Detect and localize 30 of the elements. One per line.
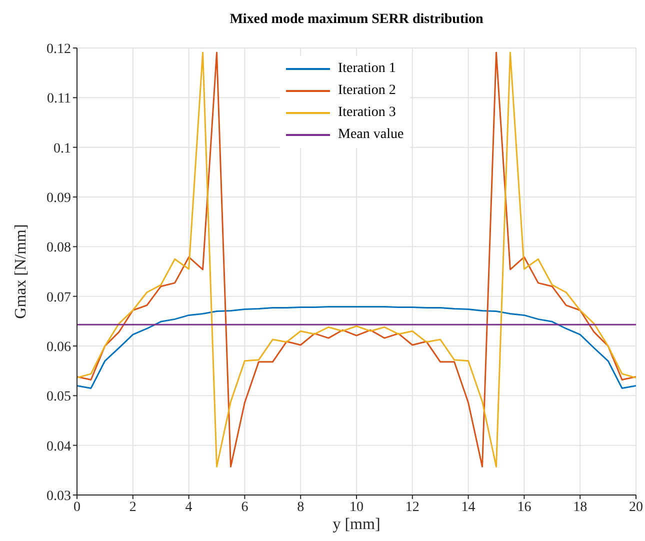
x-tick-label: 4 bbox=[185, 500, 192, 515]
y-tick-label: 0.11 bbox=[47, 92, 71, 107]
legend-label: Iteration 3 bbox=[338, 104, 396, 122]
line-series bbox=[77, 52, 636, 468]
y-tick-label: 0.06 bbox=[46, 340, 71, 355]
chart-title: Mixed mode maximum SERR distribution bbox=[228, 12, 484, 28]
legend-label: Iteration 2 bbox=[338, 82, 396, 100]
legend-label: Mean value bbox=[338, 126, 404, 144]
x-tick-label: 16 bbox=[517, 500, 532, 515]
y-tick-label: 0.05 bbox=[46, 390, 71, 405]
y-tick-label: 0.04 bbox=[46, 439, 71, 454]
x-tick-label: 20 bbox=[629, 500, 643, 515]
y-tick-label: 0.07 bbox=[46, 290, 71, 306]
x-tick-label: 10 bbox=[350, 500, 364, 515]
x-tick-label: 0 bbox=[74, 500, 80, 515]
y-tick-label: 0.03 bbox=[46, 488, 71, 504]
y-tick-label: 0.1 bbox=[54, 141, 71, 156]
x-tick-label: 12 bbox=[405, 500, 420, 515]
x-tick-label: 8 bbox=[297, 500, 304, 515]
x-tick-label: 14 bbox=[461, 500, 476, 515]
y-tick-label: 0.08 bbox=[46, 240, 71, 256]
line-series bbox=[77, 306, 636, 389]
x-axis-title: y [mm] bbox=[332, 516, 380, 533]
x-tick-label: 18 bbox=[573, 500, 588, 515]
y-axis-title: Gmax [N/mm] bbox=[12, 224, 30, 319]
legend-label: Iteration 1 bbox=[338, 60, 396, 78]
x-tick-label: 2 bbox=[129, 500, 136, 515]
y-tick-label: 0.12 bbox=[46, 42, 71, 57]
y-tick-label: 0.09 bbox=[46, 190, 71, 206]
x-tick-label: 6 bbox=[241, 500, 248, 515]
